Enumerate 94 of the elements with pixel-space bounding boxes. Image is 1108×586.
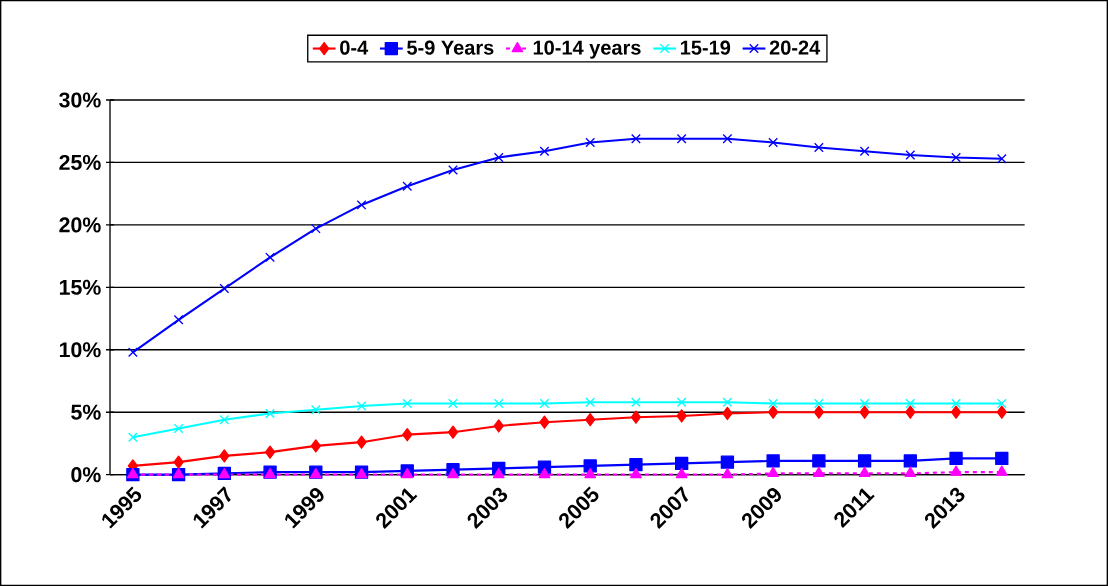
- point: [493, 419, 504, 433]
- point: [173, 423, 184, 434]
- point: [766, 454, 780, 468]
- legend-label: 10-14 years: [533, 40, 641, 59]
- point: [584, 467, 597, 479]
- point: [356, 199, 367, 210]
- point: [812, 454, 826, 468]
- point: [585, 397, 596, 408]
- point: [951, 152, 961, 163]
- point: [949, 451, 963, 466]
- point: [996, 153, 1007, 164]
- point: [356, 435, 367, 449]
- point: [310, 439, 321, 453]
- point: [995, 465, 1008, 476]
- point: [539, 146, 550, 157]
- point: [996, 405, 1007, 419]
- point: [859, 405, 870, 419]
- legend-label: 20-24: [769, 40, 821, 55]
- point: [903, 454, 917, 468]
- point: [448, 165, 458, 175]
- point: [813, 142, 824, 153]
- point: [996, 398, 1007, 409]
- point: [631, 397, 641, 408]
- point: [768, 137, 779, 148]
- point: [630, 467, 642, 479]
- point: [538, 467, 551, 479]
- point: [722, 406, 733, 421]
- y-tick-label: 10%: [59, 342, 101, 358]
- legend-label: 0-4: [340, 40, 369, 55]
- point: [950, 405, 962, 419]
- y-tick-label: 30%: [59, 92, 101, 108]
- point: [857, 454, 872, 468]
- point: [585, 413, 596, 427]
- point: [539, 398, 550, 409]
- point: [904, 466, 917, 478]
- point: [676, 409, 687, 423]
- point: [767, 466, 779, 478]
- point: [447, 467, 459, 479]
- point: [356, 401, 367, 411]
- point: [448, 398, 458, 409]
- legend-label: 5-9 Years: [407, 40, 494, 55]
- point: [127, 432, 138, 443]
- point: [631, 133, 641, 144]
- point: [768, 398, 779, 409]
- point: [859, 398, 870, 409]
- y-tick-label: 25%: [59, 154, 101, 170]
- point: [950, 465, 962, 476]
- point: [127, 347, 138, 358]
- point: [676, 397, 687, 408]
- point: [630, 410, 642, 424]
- point: [493, 152, 504, 163]
- y-tick-label: 15%: [59, 279, 101, 295]
- point: [265, 408, 275, 419]
- point: [675, 467, 688, 479]
- legend-label: 15-19: [680, 40, 731, 55]
- point: [493, 398, 504, 409]
- point: [310, 404, 321, 415]
- point: [721, 467, 734, 479]
- point: [675, 456, 689, 471]
- point: [583, 459, 597, 473]
- point: [629, 457, 643, 472]
- point: [402, 181, 413, 192]
- point: [995, 451, 1009, 466]
- point: [173, 455, 184, 469]
- point: [492, 467, 505, 479]
- point: [905, 405, 916, 419]
- point: [722, 397, 733, 408]
- point: [402, 428, 413, 442]
- point: [720, 455, 735, 469]
- point: [722, 133, 733, 144]
- point: [219, 449, 230, 463]
- point: [767, 405, 779, 419]
- point: [585, 137, 596, 148]
- point: [539, 415, 550, 429]
- point: [447, 425, 459, 439]
- point: [951, 398, 961, 409]
- point: [813, 398, 824, 409]
- point: [905, 398, 916, 409]
- point: [173, 314, 184, 325]
- point: [859, 146, 870, 157]
- y-tick-label: 5%: [71, 404, 101, 420]
- point: [265, 252, 275, 263]
- point: [219, 283, 230, 294]
- point: [905, 150, 916, 160]
- point: [264, 445, 276, 459]
- point: [676, 133, 687, 144]
- point: [219, 414, 230, 425]
- point: [402, 398, 413, 409]
- point: [813, 405, 825, 419]
- y-tick-label: 20%: [59, 217, 101, 233]
- point: [310, 223, 321, 234]
- point: [813, 466, 825, 478]
- point: [858, 466, 871, 478]
- y-tick-label: 0%: [71, 467, 101, 483]
